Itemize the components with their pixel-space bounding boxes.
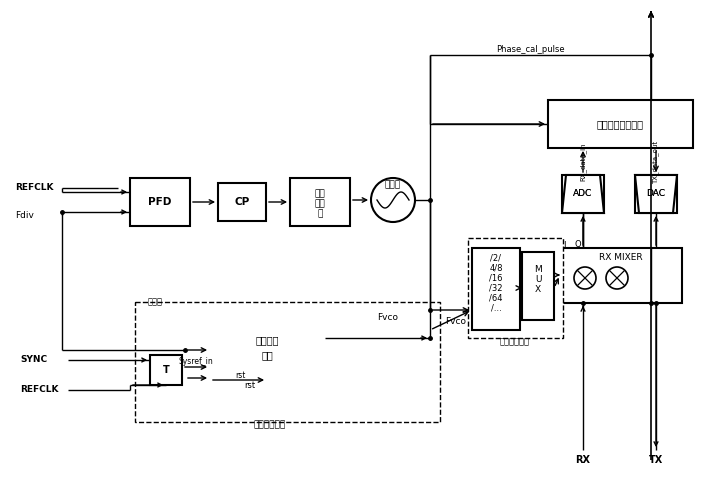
Text: Fdiv: Fdiv: [15, 211, 34, 219]
Text: Fvco: Fvco: [377, 313, 399, 322]
Text: RX: RX: [576, 455, 590, 465]
Bar: [218, 183, 266, 221]
Text: 滤波: 滤波: [314, 199, 326, 209]
Text: I: I: [563, 241, 565, 249]
Text: Fvco: Fvco: [445, 317, 466, 327]
Text: PFD: PFD: [148, 197, 171, 207]
Text: M: M: [534, 266, 542, 275]
Bar: [562, 175, 604, 213]
Bar: [548, 100, 693, 148]
Text: ADC: ADC: [573, 189, 593, 198]
Bar: [468, 238, 563, 338]
Text: 小数分频: 小数分频: [256, 335, 279, 345]
Text: 4/8: 4/8: [489, 264, 503, 273]
Text: rst: rst: [235, 371, 245, 380]
Text: CP: CP: [234, 197, 250, 207]
Text: /16: /16: [489, 274, 503, 282]
Text: RX MIXER: RX MIXER: [599, 253, 643, 263]
Text: DAC: DAC: [646, 189, 666, 198]
Text: TX_data_out: TX_data_out: [653, 140, 659, 184]
Text: /...: /...: [491, 304, 501, 312]
Bar: [635, 175, 677, 213]
Text: ADC: ADC: [573, 189, 593, 198]
Bar: [130, 178, 190, 226]
Text: Sysref_in: Sysref_in: [178, 358, 213, 367]
Text: /2/: /2/: [491, 253, 501, 263]
Text: REFCLK: REFCLK: [15, 184, 54, 192]
Text: 多模分频模块: 多模分频模块: [500, 338, 530, 346]
Text: SYNC: SYNC: [20, 356, 47, 365]
Bar: [560, 248, 682, 303]
Text: Q: Q: [575, 241, 581, 249]
Polygon shape: [635, 175, 677, 213]
Text: rst: rst: [244, 380, 256, 390]
Bar: [210, 315, 325, 380]
Text: /32: /32: [489, 283, 503, 293]
Text: U: U: [535, 276, 541, 284]
Text: 模块: 模块: [261, 350, 273, 360]
Text: 数字进行相关估计: 数字进行相关估计: [597, 119, 644, 129]
Bar: [290, 178, 350, 226]
Text: 器: 器: [317, 210, 323, 218]
Bar: [522, 252, 554, 320]
Text: 环路: 环路: [314, 189, 326, 198]
Text: T: T: [163, 365, 169, 375]
Text: DAC: DAC: [646, 189, 666, 198]
Text: X: X: [535, 285, 541, 295]
Bar: [472, 248, 520, 330]
Text: /64: /64: [489, 294, 503, 303]
Text: REFCLK: REFCLK: [20, 386, 59, 395]
Bar: [135, 302, 440, 422]
Text: RX_data_in: RX_data_in: [580, 143, 586, 182]
Text: 振荡器: 振荡器: [385, 181, 401, 189]
Text: 小数分频模块: 小数分频模块: [254, 421, 286, 430]
Text: TX: TX: [649, 455, 663, 465]
Text: Phase_cal_pulse: Phase_cal_pulse: [496, 45, 564, 55]
Text: 采样器: 采样器: [148, 298, 163, 307]
Bar: [150, 355, 182, 385]
Polygon shape: [562, 175, 604, 213]
